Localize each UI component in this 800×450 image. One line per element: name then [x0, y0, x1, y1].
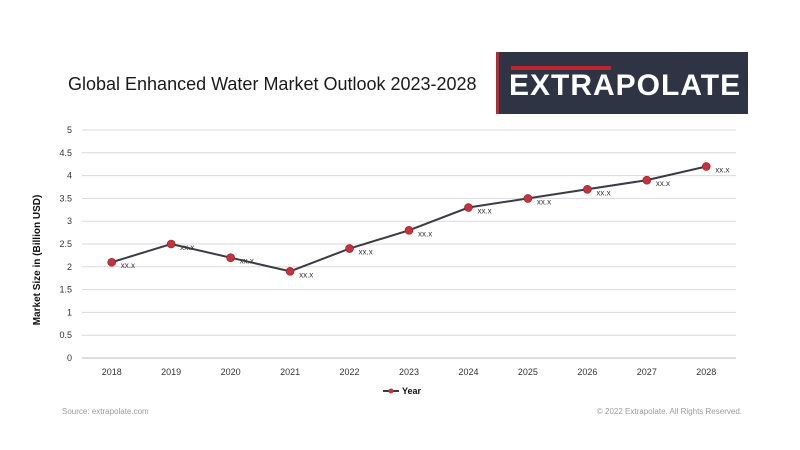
grid-lines	[82, 129, 736, 359]
data-label: xx.x	[121, 261, 135, 270]
x-tick-label: 2027	[637, 367, 657, 377]
data-label: xx.x	[180, 243, 194, 252]
data-point	[583, 184, 592, 194]
x-tick-label: 2024	[458, 367, 478, 377]
legend: Year	[383, 386, 422, 396]
chart-title: Global Enhanced Water Market Outlook 202…	[68, 74, 477, 94]
y-tick-label: 2	[67, 262, 72, 272]
x-tick-label: 2022	[340, 367, 360, 377]
x-tick-label: 2020	[221, 367, 241, 377]
data-point	[285, 267, 295, 276]
brand-logo: EXTRAPOLATE	[496, 52, 748, 114]
logo-text: EXTRAPOLATE	[509, 69, 742, 102]
y-tick-labels: 0 0.5 1 1.5 2 2.5 3 3.5 4 4.5 5	[59, 125, 72, 363]
y-tick-label: 0	[67, 353, 72, 363]
y-tick-label: 2.5	[59, 239, 72, 249]
x-tick-label: 2026	[577, 367, 597, 377]
x-tick-label: 2018	[102, 367, 122, 377]
logo-accent-bar	[511, 66, 611, 70]
x-tick-label: 2019	[161, 367, 181, 377]
x-tick-label: 2028	[696, 367, 716, 377]
data-label: xx.x	[240, 257, 254, 266]
copyright-note: © 2022 Extrapolate. All Rights Reserved.	[596, 407, 742, 416]
y-axis-label: Market Size in (Billion USD)	[32, 195, 43, 326]
data-label: xx.x	[715, 165, 729, 174]
data-label: xx.x	[477, 207, 491, 216]
x-tick-labels: 2018 2019 2020 2021 2022 2023 2024 2025 2026 2027…	[102, 367, 717, 377]
legend-marker	[388, 388, 394, 394]
data-point	[345, 244, 354, 253]
data-label: xx.x	[418, 229, 432, 238]
series-markers	[107, 162, 711, 276]
data-point	[226, 253, 235, 262]
data-point	[464, 203, 473, 212]
x-tick-label: 2021	[280, 367, 300, 377]
y-tick-label: 4	[67, 171, 72, 181]
data-point	[642, 175, 652, 185]
data-label: xx.x	[596, 188, 610, 197]
y-tick-label: 1	[67, 307, 72, 317]
series-line	[111, 165, 707, 273]
y-tick-label: 0.5	[59, 330, 72, 340]
source-note: Source: extrapolate.com	[62, 407, 149, 416]
x-tick-label: 2023	[399, 367, 419, 377]
data-point	[404, 226, 414, 235]
y-tick-label: 5	[67, 125, 72, 135]
y-tick-label: 4.5	[59, 148, 72, 158]
y-tick-label: 3	[67, 216, 72, 226]
data-point	[166, 239, 176, 249]
data-label: xx.x	[656, 179, 670, 188]
y-tick-label: 3.5	[59, 193, 72, 203]
data-label: xx.x	[537, 197, 551, 206]
x-tick-label: 2025	[518, 367, 538, 377]
data-point	[523, 194, 533, 203]
data-point	[107, 257, 117, 267]
legend-label: Year	[402, 386, 422, 396]
data-label: xx.x	[299, 270, 313, 279]
data-label: xx.x	[359, 248, 373, 257]
y-tick-label: 1.5	[59, 285, 72, 295]
data-point	[701, 162, 711, 171]
data-labels: xx.x xx.x xx.x xx.x xx.x xx.x xx.x xx.x xx.x xx.x…	[121, 165, 730, 279]
